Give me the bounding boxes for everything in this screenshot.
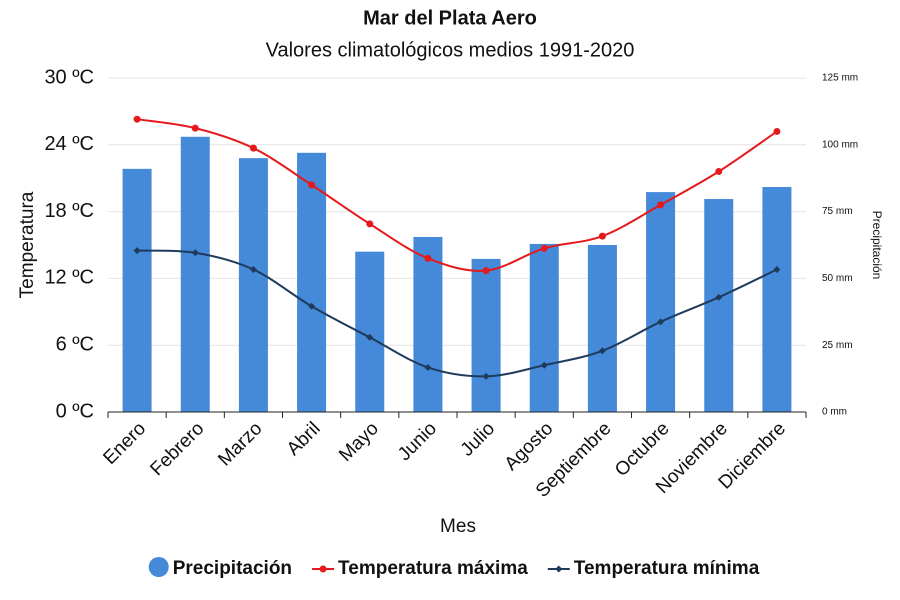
x-axis-label: Mes (440, 516, 476, 537)
legend-marker (319, 565, 327, 573)
point (133, 115, 141, 123)
bar (762, 187, 792, 412)
y2-tick-label: 100 mm (822, 139, 858, 150)
point (191, 249, 199, 257)
x-tick-label: Enero (99, 418, 150, 469)
bar (471, 258, 501, 412)
point (482, 372, 490, 380)
bar (587, 245, 617, 412)
point (366, 220, 374, 228)
bar (704, 199, 734, 412)
y2-tick-label: 75 mm (822, 206, 853, 217)
y2-tick-label: 0 mm (822, 407, 847, 418)
legend: Precipitación Temperatura máxima Temperatu… (148, 557, 760, 579)
chart-subtitle: Valores climatológicos medios 1991-2020 (266, 39, 635, 61)
point (598, 347, 606, 355)
bar (238, 158, 268, 412)
legend-swatch (148, 557, 169, 577)
y-tick-label: 0 ºC (56, 400, 94, 422)
x-tick-label: Julio (457, 418, 499, 460)
point (249, 144, 257, 152)
point (482, 267, 490, 275)
y-tick-label: 18 ºC (44, 200, 94, 222)
x-tick-label: Febrero (146, 418, 208, 480)
y2-tick-label: 125 mm (822, 73, 858, 84)
point (657, 201, 665, 209)
point (366, 333, 374, 341)
point (249, 265, 257, 273)
x-tick-label: Junio (394, 418, 441, 465)
y-tick-label: 6 ºC (56, 333, 94, 355)
x-tick-label: Marzo (214, 418, 266, 470)
legend-label: Temperatura mínima (574, 558, 760, 579)
bar (297, 152, 327, 413)
y-tick-label: 30 ºC (44, 66, 94, 88)
point (540, 361, 548, 369)
point (424, 254, 432, 262)
point (598, 232, 606, 240)
point (715, 293, 723, 301)
x-tick-label: Abril (283, 418, 325, 460)
point (191, 124, 199, 132)
chart-title: Mar del Plata Aero (363, 7, 537, 29)
bar (646, 192, 676, 412)
point (540, 244, 548, 252)
line (137, 249, 778, 378)
point (715, 168, 723, 176)
x-tick-label: Mayo (335, 418, 383, 466)
point (773, 127, 781, 135)
point (308, 181, 316, 189)
point (424, 363, 432, 371)
point (773, 265, 781, 273)
y2-axis-label: Precipitación (870, 211, 884, 280)
bar (122, 168, 152, 412)
y2-tick-label: 25 mm (822, 340, 853, 351)
bar (180, 136, 210, 412)
legend-marker (555, 565, 563, 573)
y-tick-label: 24 ºC (44, 133, 94, 155)
line (136, 118, 778, 272)
point (657, 318, 665, 326)
legend-label: Precipitación (173, 558, 292, 579)
bar (529, 243, 559, 412)
legend-label: Temperatura máxima (338, 558, 528, 579)
point (308, 302, 316, 310)
x-tick-label: Agosto (501, 418, 558, 475)
point (133, 247, 141, 255)
y2-tick-label: 50 mm (822, 273, 853, 284)
y-tick-label: 12 ºC (44, 267, 94, 289)
y-axis-label: Temperatura (17, 191, 38, 298)
bar (413, 236, 443, 412)
